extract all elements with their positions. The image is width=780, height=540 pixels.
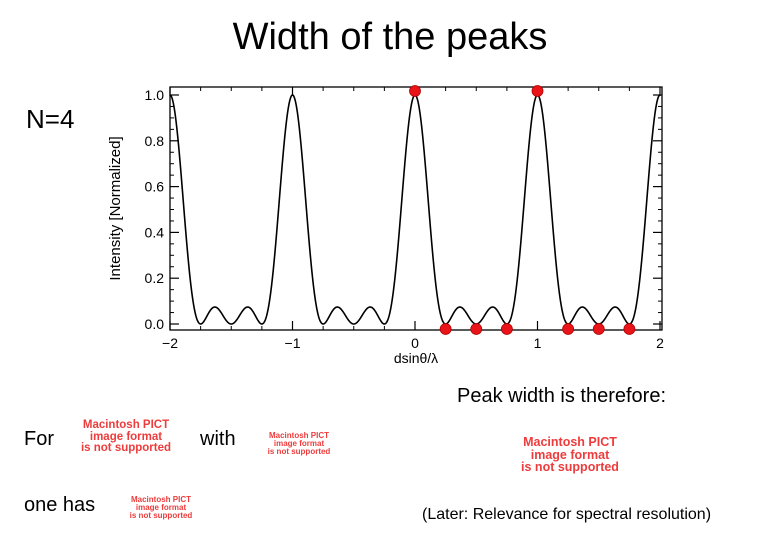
- y-tick-label: 0.4: [145, 224, 165, 240]
- pict-placeholder-image: Macintosh PICT image format is not suppo…: [64, 419, 188, 455]
- pict-line: Macintosh PICT: [130, 495, 191, 504]
- y-axis-label: Intensity [Normalized]: [107, 136, 124, 280]
- pict-line: image format: [89, 430, 163, 443]
- marker-point: [500, 323, 513, 335]
- pict-placeholder-image: Macintosh PICT image format is not suppo…: [500, 436, 640, 474]
- x-tick-label: 1: [534, 335, 542, 351]
- y-tick-label: 0.0: [145, 316, 165, 332]
- y-tick-label: 0.6: [145, 179, 165, 195]
- pict-line: is not supported: [521, 460, 619, 474]
- n-label: N=4: [26, 104, 75, 134]
- pict-line: Macintosh PICT: [82, 419, 170, 431]
- pict-placeholder-image: Macintosh PICT image format is not suppo…: [250, 432, 348, 456]
- plot-frame: [169, 86, 663, 331]
- x-tick-label: 0: [411, 335, 419, 351]
- peak-width-text: Peak width is therefore:: [457, 385, 666, 407]
- y-tick-label: 0.2: [145, 270, 165, 286]
- pict-line: image format: [135, 503, 187, 512]
- marker-point: [562, 323, 575, 335]
- pict-line: image format: [530, 447, 610, 462]
- with-text: with: [200, 428, 236, 450]
- y-tick-label: 0.8: [145, 133, 165, 149]
- pict-line: image format: [273, 439, 325, 448]
- x-tick-label: −2: [162, 335, 178, 351]
- chart-markers: [409, 85, 636, 335]
- pict-line: is not supported: [267, 447, 331, 456]
- pict-line: Macintosh PICT: [523, 435, 617, 449]
- x-tick-label: 2: [656, 335, 664, 351]
- x-axis-label: dsinθ/λ: [394, 350, 438, 366]
- for-text: For: [24, 428, 54, 450]
- marker-point: [470, 323, 483, 335]
- intensity-curve: [169, 94, 661, 325]
- marker-point: [439, 323, 452, 335]
- pict-line: is not supported: [129, 511, 193, 520]
- later-text: (Later: Relevance for spectral resolutio…: [422, 506, 712, 523]
- marker-point: [409, 85, 421, 97]
- marker-point: [531, 85, 544, 97]
- chart-curve: [169, 94, 661, 325]
- marker-point: [592, 323, 605, 335]
- y-tick-label: 1.0: [145, 87, 165, 103]
- one-has-text: one has: [24, 494, 96, 516]
- pict-line: is not supported: [80, 442, 172, 454]
- marker-point: [623, 323, 636, 335]
- chart-axes: −2 −1 0 1 2 0.0 0.2 0.4 0.6 0.8 1.0 dsinθ/λ Intensit…: [107, 86, 664, 366]
- pict-line: Macintosh PICT: [268, 431, 329, 440]
- slide-title: Width of the peaks: [232, 16, 548, 58]
- x-tick-label: −1: [285, 335, 301, 351]
- pict-placeholder-image: Macintosh PICT image format is not suppo…: [118, 496, 204, 520]
